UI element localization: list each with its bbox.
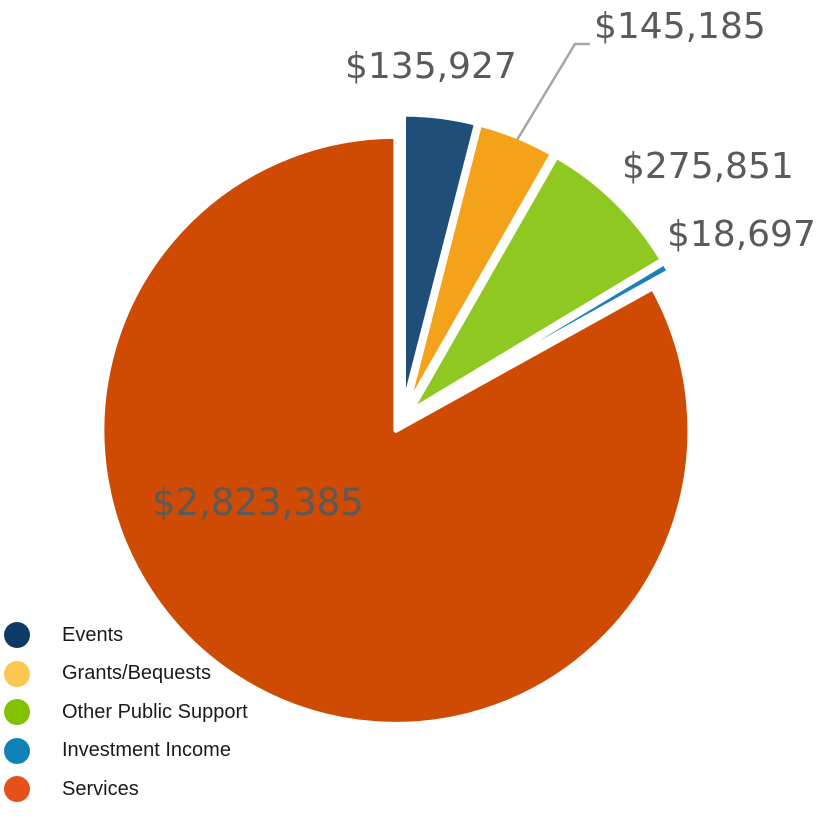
data-label-services: $2,823,385 — [152, 481, 364, 524]
leader-line — [515, 42, 590, 141]
legend-label: Grants/Bequests — [62, 662, 211, 685]
legend-swatch — [4, 737, 30, 764]
data-label-investment-income: $18,697 — [667, 214, 816, 255]
legend-swatch — [4, 776, 30, 803]
slice-other-public-support — [407, 153, 665, 414]
slice-investment-income — [409, 260, 672, 417]
data-label-other-public-support: $275,851 — [622, 146, 794, 187]
legend-swatch — [4, 622, 30, 649]
legend: Events Grants/Bequests Other Public Supp… — [4, 616, 404, 809]
legend-label: Services — [62, 777, 139, 800]
slice-grants-bequests — [404, 121, 556, 412]
slice-events — [401, 111, 480, 411]
legend-item-grants-bequests: Grants/Bequests — [4, 655, 404, 694]
legend-label: Events — [62, 623, 124, 646]
legend-item-investment-income: Investment Income — [4, 732, 404, 771]
legend-label: Other Public Support — [62, 700, 248, 723]
legend-swatch — [4, 660, 30, 687]
slice-services — [99, 133, 693, 727]
data-label-grants-bequests: $145,185 — [594, 6, 766, 47]
legend-label: Investment Income — [62, 739, 231, 762]
legend-item-services: Services — [4, 770, 404, 809]
legend-item-other-public-support: Other Public Support — [4, 693, 404, 732]
legend-item-events: Events — [4, 616, 404, 655]
data-label-events: $135,927 — [345, 46, 517, 87]
legend-swatch — [4, 699, 30, 726]
